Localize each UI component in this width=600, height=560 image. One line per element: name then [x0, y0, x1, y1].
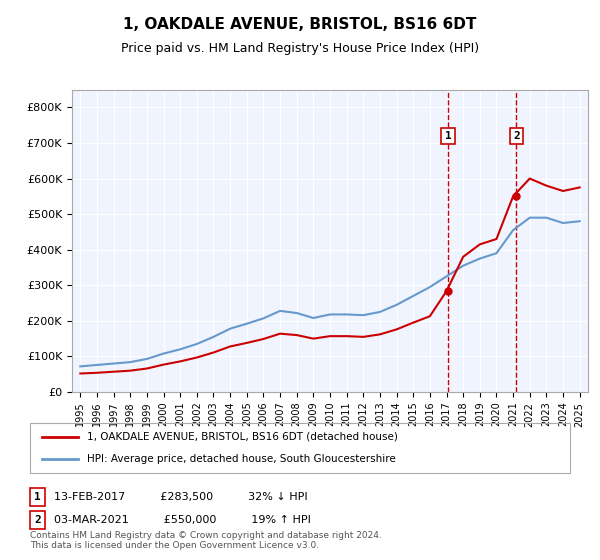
Text: 13-FEB-2017          £283,500          32% ↓ HPI: 13-FEB-2017 £283,500 32% ↓ HPI [54, 492, 308, 502]
Text: 1: 1 [445, 131, 452, 141]
Text: 2: 2 [34, 515, 41, 525]
Text: 2: 2 [513, 131, 520, 141]
Text: 1: 1 [34, 492, 41, 502]
Text: 1, OAKDALE AVENUE, BRISTOL, BS16 6DT (detached house): 1, OAKDALE AVENUE, BRISTOL, BS16 6DT (de… [87, 432, 398, 442]
Text: 1, OAKDALE AVENUE, BRISTOL, BS16 6DT: 1, OAKDALE AVENUE, BRISTOL, BS16 6DT [124, 17, 476, 32]
Text: HPI: Average price, detached house, South Gloucestershire: HPI: Average price, detached house, Sout… [87, 454, 396, 464]
Text: Contains HM Land Registry data © Crown copyright and database right 2024.
This d: Contains HM Land Registry data © Crown c… [30, 530, 382, 550]
Text: Price paid vs. HM Land Registry's House Price Index (HPI): Price paid vs. HM Land Registry's House … [121, 42, 479, 55]
Text: 03-MAR-2021          £550,000          19% ↑ HPI: 03-MAR-2021 £550,000 19% ↑ HPI [54, 515, 311, 525]
